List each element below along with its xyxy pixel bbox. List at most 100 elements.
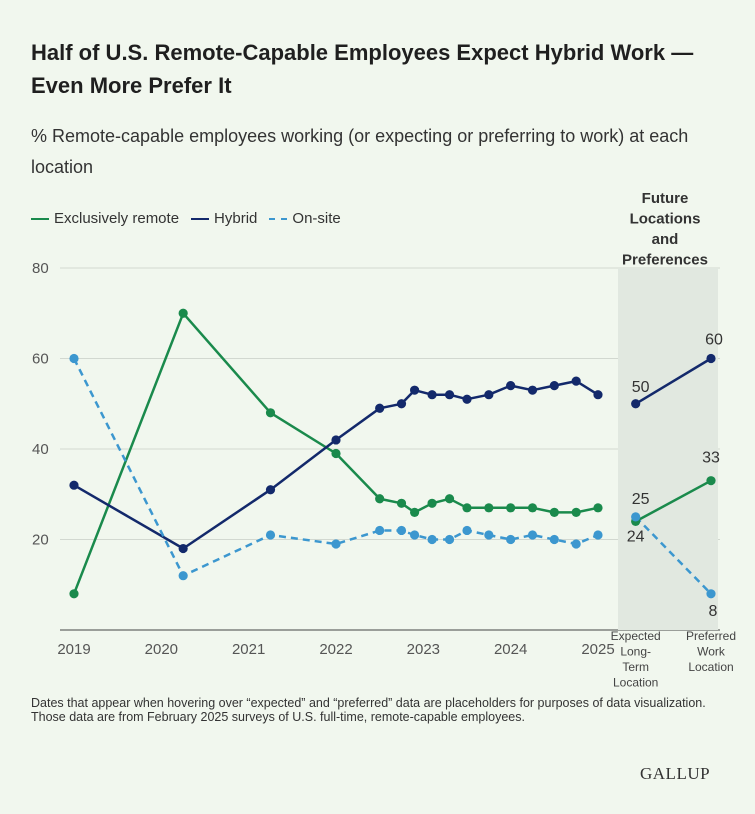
future-value-label: 24 [627, 528, 645, 545]
data-point-exclusively-remote [444, 494, 455, 504]
future-category-label-line: Expected [611, 629, 661, 643]
legend: Exclusively remote Hybrid On-site [31, 210, 353, 227]
data-point-exclusively-remote [462, 503, 472, 513]
x-tick-label-2021: 2021 [232, 641, 265, 658]
data-point-on-site [265, 530, 276, 540]
data-point-hybrid [506, 381, 516, 391]
data-point-exclusively-remote [484, 503, 494, 513]
series-line-hybrid [73, 379, 599, 550]
data-point-hybrid [396, 399, 407, 409]
data-point-exclusively-remote [427, 498, 437, 508]
data-point-hybrid [265, 485, 276, 495]
chart-title: Half of U.S. Remote-Capable Employees Ex… [31, 40, 694, 98]
data-point-exclusively-remote [410, 507, 420, 517]
series-line-on-site [72, 357, 599, 577]
data-point-hybrid [69, 480, 79, 490]
data-point-on-site [427, 534, 437, 545]
data-point-hybrid [462, 394, 472, 404]
series-line-exclusively-remote [72, 312, 599, 595]
gallup-logo: GALLUP [640, 764, 711, 783]
future-value-label: 50 [632, 379, 650, 396]
future-category-label-line: Work [697, 645, 726, 659]
data-point-hybrid [593, 390, 603, 400]
legend-item-hybrid[interactable]: Hybrid [191, 210, 257, 227]
x-tick-label-2020: 2020 [145, 641, 178, 658]
legend-label-hybrid: Hybrid [214, 210, 258, 227]
data-point-on-site [444, 534, 455, 545]
data-point-on-site [549, 534, 559, 545]
axis-labels: 20 40 60 80 2019 2020 2021 2022 2023 2024 2025 Futu… [32, 190, 736, 690]
y-tick-label-80: 80 [32, 260, 49, 277]
data-point-hybrid [444, 390, 455, 400]
data-point-on-site [593, 530, 603, 540]
y-tick-label-40: 40 [32, 441, 49, 458]
legend-item-onsite[interactable]: On-site [269, 210, 341, 227]
series-future-line-on-site [634, 516, 712, 595]
future-region-title: Future Locations and Preferences [622, 190, 708, 269]
y-tick-label-20: 20 [32, 532, 49, 549]
data-point-on-site [178, 571, 188, 581]
future-region-title-line: Preferences [622, 252, 708, 269]
data-point-exclusively-remote [506, 503, 516, 513]
x-tick-label-2023: 2023 [407, 641, 440, 658]
x-tick-label-2022: 2022 [319, 641, 352, 658]
data-point-exclusively-remote [375, 494, 385, 504]
future-value-label: 33 [702, 450, 720, 467]
data-point-on-site [631, 512, 641, 522]
future-category-label-line: Location [688, 660, 733, 674]
data-point-exclusively-remote [706, 476, 716, 486]
data-point-on-site [331, 539, 341, 549]
data-point-hybrid [706, 353, 716, 364]
future-region-title-line: Future [642, 190, 689, 207]
legend-label-onsite: On-site [292, 210, 341, 227]
future-category-label-1: Preferred Work Location [686, 629, 736, 674]
data-point-hybrid [631, 399, 641, 409]
future-category-label-line: Location [613, 676, 658, 690]
series-lines [72, 312, 712, 595]
data-point-on-site [484, 530, 494, 540]
data-point-on-site [69, 353, 79, 364]
data-point-hybrid [549, 381, 559, 391]
data-point-on-site [410, 530, 420, 540]
data-point-hybrid [571, 376, 581, 386]
data-point-hybrid [527, 385, 538, 395]
legend-item-remote[interactable]: Exclusively remote [31, 210, 179, 227]
data-point-on-site [462, 525, 472, 536]
data-point-exclusively-remote [527, 503, 538, 513]
data-point-exclusively-remote [265, 408, 276, 418]
data-point-on-site [375, 525, 385, 536]
data-point-exclusively-remote [331, 448, 341, 459]
data-point-hybrid [375, 403, 385, 413]
data-point-on-site [506, 534, 516, 545]
future-category-label-0: Expected Long-Term Location [611, 629, 661, 690]
x-tick-label-2025: 2025 [581, 641, 614, 658]
x-tick-label-2019: 2019 [57, 641, 90, 658]
future-value-label: 8 [709, 603, 718, 620]
future-value-label: 60 [705, 332, 723, 349]
future-region-title-line: and [652, 231, 679, 248]
data-point-on-site [571, 539, 581, 549]
future-category-label-line: Long- [620, 645, 651, 659]
footnote: Dates that appear when hovering over “ex… [31, 696, 706, 724]
future-region-shade [618, 268, 718, 630]
future-region-title-line: Locations [630, 211, 701, 228]
series-future-line-exclusively-remote [635, 479, 712, 523]
data-point-on-site [396, 525, 407, 536]
future-category-label-line: Term [622, 660, 649, 674]
x-tick-label-2024: 2024 [494, 641, 527, 658]
legend-swatch-onsite [269, 217, 288, 220]
series-future-line-hybrid [635, 357, 712, 405]
data-point-on-site [527, 530, 538, 540]
future-value-label: 25 [632, 491, 650, 508]
data-point-hybrid [410, 385, 420, 395]
data-point-exclusively-remote [69, 589, 79, 599]
chart-subtitle: % Remote-capable employees working (or e… [31, 126, 689, 177]
future-category-label-line: Preferred [686, 629, 736, 643]
legend-swatch-hybrid [191, 217, 210, 220]
data-point-exclusively-remote [549, 507, 559, 517]
data-point-hybrid [331, 435, 341, 445]
line-chart: 20 40 60 80 2019 2020 2021 2022 2023 2024 2025 Futu… [32, 190, 736, 690]
future-region [618, 268, 718, 630]
data-point-hybrid [484, 390, 494, 400]
data-point-hybrid [178, 543, 188, 554]
